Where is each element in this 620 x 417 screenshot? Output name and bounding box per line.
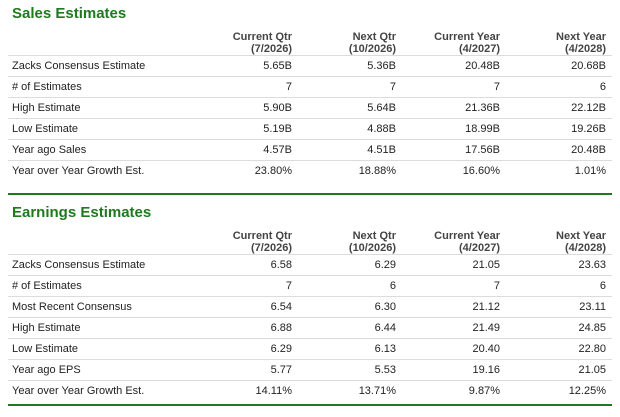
header-blank — [8, 28, 194, 56]
sales-estimates-section: Sales Estimates Current Qtr (7/2026) Next… — [0, 0, 620, 181]
table-cell: 20.68B — [506, 55, 612, 77]
table-cell: 21.49 — [402, 317, 506, 339]
row-label: Zacks Consensus Estimate — [8, 254, 194, 276]
table-header-row: Current Qtr (7/2026) Next Qtr (10/2026) Cu… — [8, 28, 612, 56]
table-cell: 18.99B — [402, 118, 506, 140]
column-header: Current Qtr (7/2026) — [232, 230, 292, 254]
table-row: High Estimate 5.90B 5.64B 21.36B 22.12B — [8, 97, 612, 119]
table-row: Zacks Consensus Estimate 6.58 6.29 21.05… — [8, 254, 612, 276]
table-cell: 6.13 — [298, 338, 402, 360]
table-cell: 6.30 — [298, 296, 402, 318]
column-header: Current Year (4/2027) — [434, 230, 500, 254]
table-cell: 7 — [402, 275, 506, 297]
table-cell: 21.36B — [402, 97, 506, 119]
column-header: Next Qtr (10/2026) — [348, 230, 396, 254]
table-cell: 7 — [194, 275, 298, 297]
table-cell: 13.71% — [298, 380, 402, 401]
table-header-row: Current Qtr (7/2026) Next Qtr (10/2026) Cu… — [8, 227, 612, 255]
table-cell: 7 — [402, 76, 506, 98]
table-cell: 18.88% — [298, 160, 402, 181]
table-cell: 14.11% — [194, 380, 298, 401]
row-label: Year ago EPS — [8, 359, 194, 381]
table-row: High Estimate 6.88 6.44 21.49 24.85 — [8, 317, 612, 339]
section-divider — [8, 404, 612, 406]
table-cell: 21.05 — [506, 359, 612, 381]
row-label: High Estimate — [8, 317, 194, 339]
table-cell: 21.05 — [402, 254, 506, 276]
table-row: # of Estimates 7 7 7 6 — [8, 76, 612, 98]
header-blank — [8, 227, 194, 255]
table-cell: 19.16 — [402, 359, 506, 381]
column-header: Next Qtr (10/2026) — [348, 31, 396, 55]
table-cell: 4.88B — [298, 118, 402, 140]
table-cell: 6.54 — [194, 296, 298, 318]
table-row: Year over Year Growth Est. 14.11% 13.71%… — [8, 380, 612, 401]
table-cell: 16.60% — [402, 160, 506, 181]
column-header: Current Year (4/2027) — [434, 31, 500, 55]
table-cell: 22.80 — [506, 338, 612, 360]
table-row: Year over Year Growth Est. 23.80% 18.88%… — [8, 160, 612, 181]
column-header: Current Qtr (7/2026) — [232, 31, 292, 55]
table-cell: 1.01% — [506, 160, 612, 181]
earnings-estimates-table: Current Qtr (7/2026) Next Qtr (10/2026) Cu… — [8, 227, 612, 401]
table-cell: 23.63 — [506, 254, 612, 276]
table-cell: 5.90B — [194, 97, 298, 119]
table-cell: 6.29 — [298, 254, 402, 276]
sales-estimates-table: Current Qtr (7/2026) Next Qtr (10/2026) Cu… — [8, 28, 612, 181]
table-row: Low Estimate 6.29 6.13 20.40 22.80 — [8, 338, 612, 360]
table-cell: 20.48B — [402, 55, 506, 77]
earnings-estimates-section: Earnings Estimates Current Qtr (7/2026) N… — [0, 199, 620, 401]
row-label: Low Estimate — [8, 338, 194, 360]
table-cell: 6 — [298, 275, 402, 297]
table-cell: 6.88 — [194, 317, 298, 339]
column-header: Next Year (4/2028) — [556, 31, 606, 55]
table-cell: 9.87% — [402, 380, 506, 401]
sales-estimates-title: Sales Estimates — [12, 5, 127, 22]
table-cell: 22.12B — [506, 97, 612, 119]
table-cell: 6 — [506, 275, 612, 297]
table-cell: 6.58 — [194, 254, 298, 276]
table-cell: 24.85 — [506, 317, 612, 339]
section-divider — [8, 193, 612, 195]
table-row: # of Estimates 7 6 7 6 — [8, 275, 612, 297]
table-cell: 7 — [194, 76, 298, 98]
table-row: Most Recent Consensus 6.54 6.30 21.12 23… — [8, 296, 612, 318]
row-label: Year over Year Growth Est. — [8, 380, 194, 401]
row-label: High Estimate — [8, 97, 194, 119]
table-cell: 23.80% — [194, 160, 298, 181]
row-label: Year ago Sales — [8, 139, 194, 161]
table-row: Year ago Sales 4.57B 4.51B 17.56B 20.48B — [8, 139, 612, 161]
table-row: Low Estimate 5.19B 4.88B 18.99B 19.26B — [8, 118, 612, 140]
table-cell: 6.29 — [194, 338, 298, 360]
table-cell: 5.19B — [194, 118, 298, 140]
table-cell: 20.40 — [402, 338, 506, 360]
row-label: Year over Year Growth Est. — [8, 160, 194, 181]
table-cell: 5.64B — [298, 97, 402, 119]
row-label: # of Estimates — [8, 275, 194, 297]
table-cell: 21.12 — [402, 296, 506, 318]
table-cell: 5.36B — [298, 55, 402, 77]
column-header: Next Year (4/2028) — [556, 230, 606, 254]
table-cell: 20.48B — [506, 139, 612, 161]
table-cell: 6.44 — [298, 317, 402, 339]
table-row: Zacks Consensus Estimate 5.65B 5.36B 20.… — [8, 55, 612, 77]
table-cell: 6 — [506, 76, 612, 98]
table-cell: 5.65B — [194, 55, 298, 77]
row-label: # of Estimates — [8, 76, 194, 98]
table-cell: 4.51B — [298, 139, 402, 161]
table-cell: 17.56B — [402, 139, 506, 161]
row-label: Low Estimate — [8, 118, 194, 140]
table-row: Year ago EPS 5.77 5.53 19.16 21.05 — [8, 359, 612, 381]
table-cell: 19.26B — [506, 118, 612, 140]
table-cell: 7 — [298, 76, 402, 98]
table-cell: 23.11 — [506, 296, 612, 318]
table-cell: 5.77 — [194, 359, 298, 381]
table-cell: 12.25% — [506, 380, 612, 401]
table-cell: 5.53 — [298, 359, 402, 381]
table-cell: 4.57B — [194, 139, 298, 161]
earnings-estimates-title: Earnings Estimates — [12, 204, 152, 221]
row-label: Most Recent Consensus — [8, 296, 194, 318]
row-label: Zacks Consensus Estimate — [8, 55, 194, 77]
